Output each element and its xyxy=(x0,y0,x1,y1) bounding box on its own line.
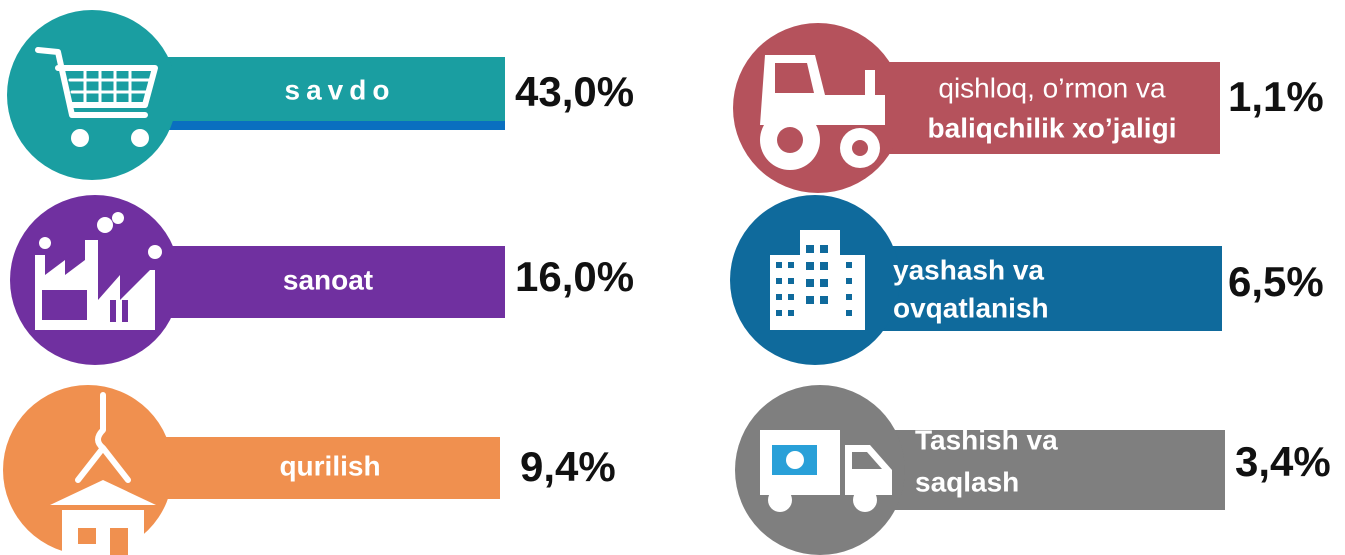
label-bar xyxy=(160,437,500,499)
construction-icon xyxy=(50,392,156,555)
item-qishloq: qishloq, o’rmon va baliqchilik xo’jaligi… xyxy=(733,23,1324,193)
label-bar xyxy=(160,246,505,318)
icon-circle xyxy=(7,10,177,180)
item-label: sanoat xyxy=(283,264,373,295)
item-label: qurilish xyxy=(279,450,380,481)
item-value: 9,4% xyxy=(520,443,616,490)
label-bar xyxy=(880,62,1220,154)
tractor-icon xyxy=(760,55,885,170)
item-value: 43,0% xyxy=(515,68,634,115)
item-label: baliqchilik xo’jaligi xyxy=(928,112,1177,143)
item-value: 16,0% xyxy=(515,253,634,300)
item-value: 1,1% xyxy=(1228,73,1324,120)
item-label: qishloq, o’rmon va xyxy=(938,72,1166,103)
item-value: 3,4% xyxy=(1235,438,1331,485)
label-bar xyxy=(880,430,1225,510)
item-label: ovqatlanish xyxy=(893,292,1049,323)
item-tashish: Tashish va saqlash 3,4% xyxy=(735,385,1331,555)
hotel-icon xyxy=(770,230,865,330)
item-label: savdo xyxy=(285,74,396,105)
item-label: yashash va xyxy=(893,254,1044,285)
cart-icon xyxy=(35,47,158,147)
label-bar xyxy=(160,57,505,129)
item-yashash: yashash va ovqatlanish 6,5% xyxy=(730,195,1324,365)
item-qurilish: qurilish 9,4% xyxy=(3,385,616,555)
bar-stripe xyxy=(160,121,505,130)
item-sanoat: sanoat 16,0% xyxy=(10,195,634,365)
label-bar xyxy=(870,246,1222,331)
factory-icon xyxy=(35,212,162,330)
item-label: Tashish va xyxy=(915,424,1058,455)
item-savdo: savdo 43,0% xyxy=(7,10,634,180)
truck-icon xyxy=(760,430,892,512)
item-label: saqlash xyxy=(915,466,1019,497)
item-value: 6,5% xyxy=(1228,258,1324,305)
